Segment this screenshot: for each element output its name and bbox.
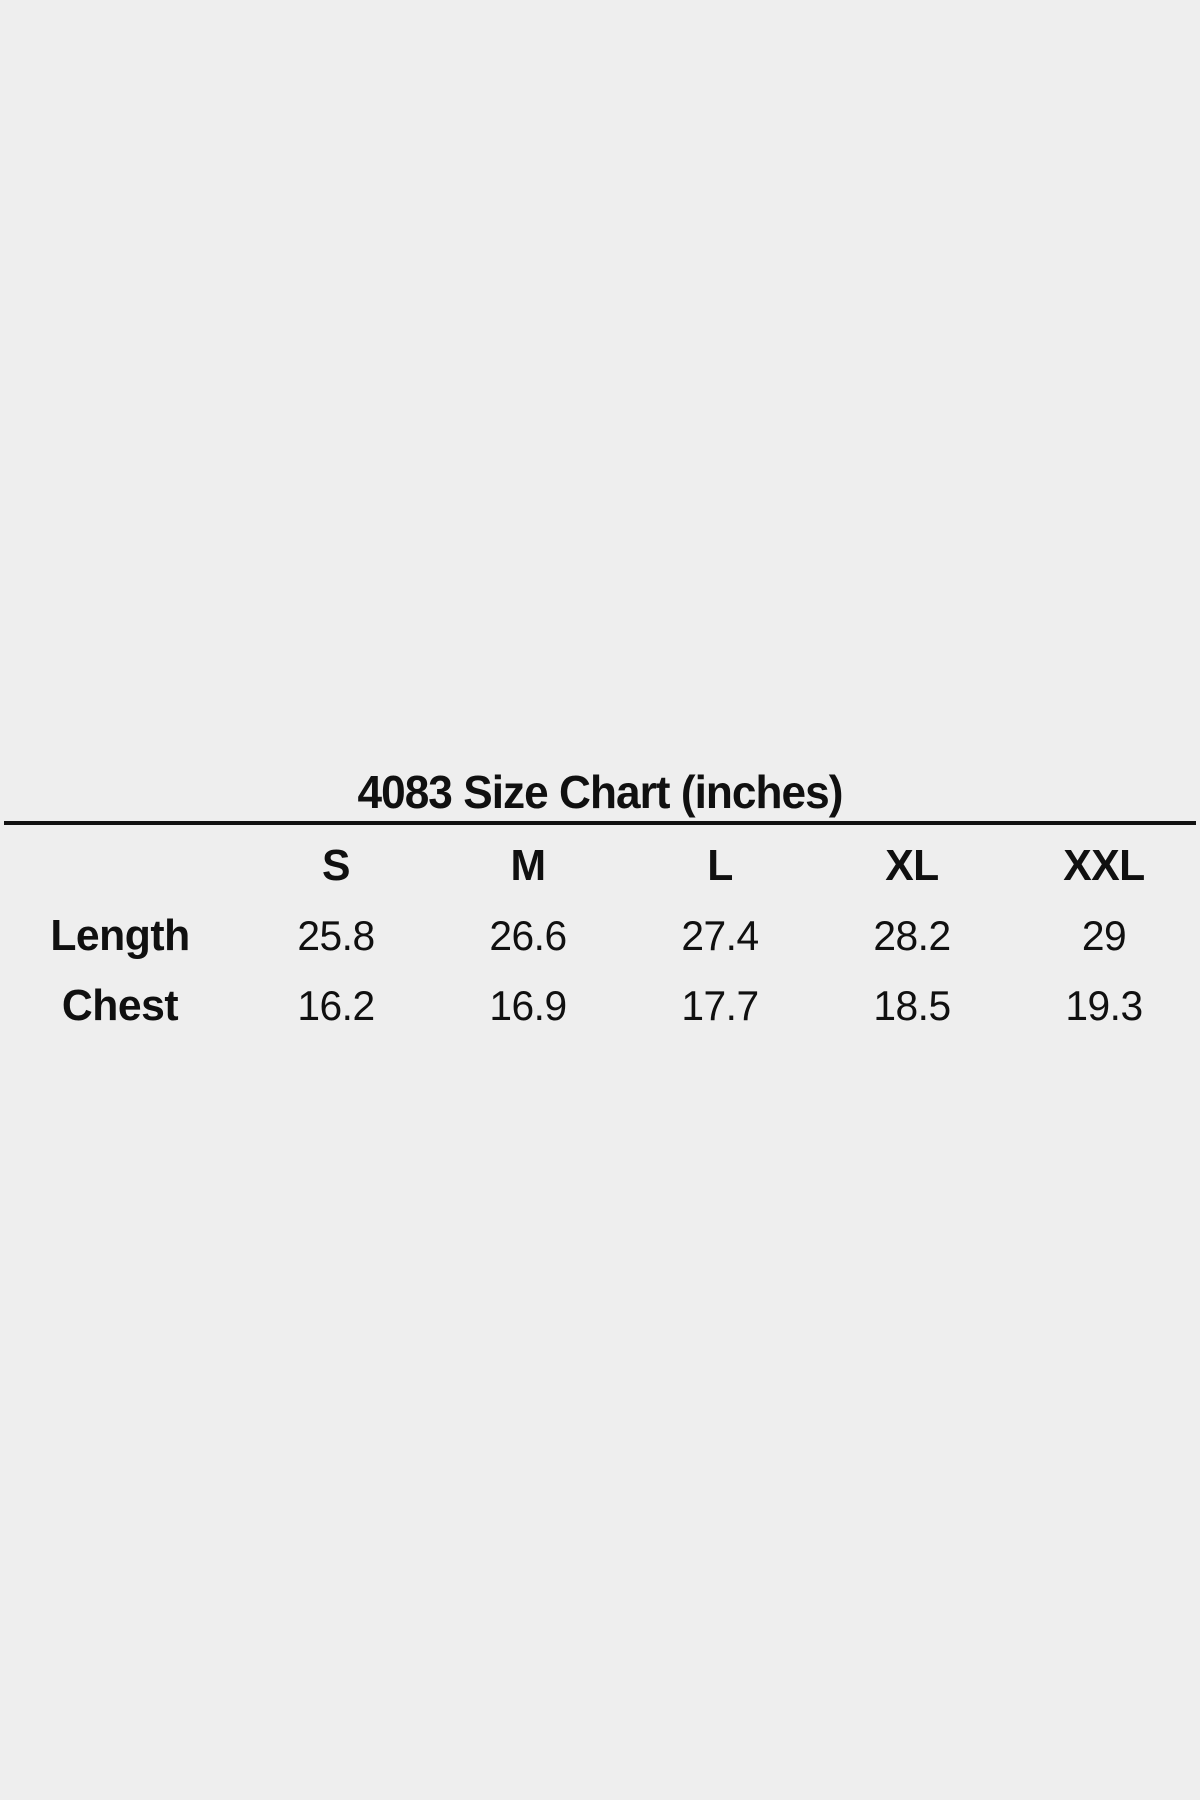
length-value-xl: 28.2 (873, 912, 951, 959)
table-row-chest: Chest 16.2 16.9 17.7 18.5 19.3 (0, 971, 1200, 1041)
row-label-chest: Chest (61, 981, 179, 1030)
length-value-m: 26.6 (489, 912, 567, 959)
column-header-m: M (510, 841, 546, 890)
table-header-row: S M L XL XXL (0, 831, 1200, 901)
length-value-s: 25.8 (297, 912, 375, 959)
chest-value-s: 16.2 (297, 982, 375, 1029)
column-header-s: S (321, 841, 350, 890)
row-label-length: Length (50, 911, 190, 960)
column-header-xl: XL (885, 841, 939, 890)
column-header-xxl: XXL (1063, 841, 1145, 890)
title-divider (4, 821, 1196, 825)
length-value-xxl: 29 (1081, 912, 1127, 959)
size-chart-table: S M L XL XXL Length 25.8 26.6 27.4 28.2 … (0, 825, 1200, 1041)
chest-value-xl: 18.5 (873, 982, 951, 1029)
column-header-l: L (707, 841, 733, 890)
length-value-l: 27.4 (681, 912, 759, 959)
chest-value-xxl: 19.3 (1065, 982, 1143, 1029)
size-chart: 4083 Size Chart (inches) S M L XL XXL Le… (0, 763, 1200, 1041)
size-chart-title: 4083 Size Chart (inches) (357, 766, 843, 818)
chest-value-l: 17.7 (681, 982, 759, 1029)
table-row-length: Length 25.8 26.6 27.4 28.2 29 (0, 901, 1200, 971)
chest-value-m: 16.9 (489, 982, 567, 1029)
